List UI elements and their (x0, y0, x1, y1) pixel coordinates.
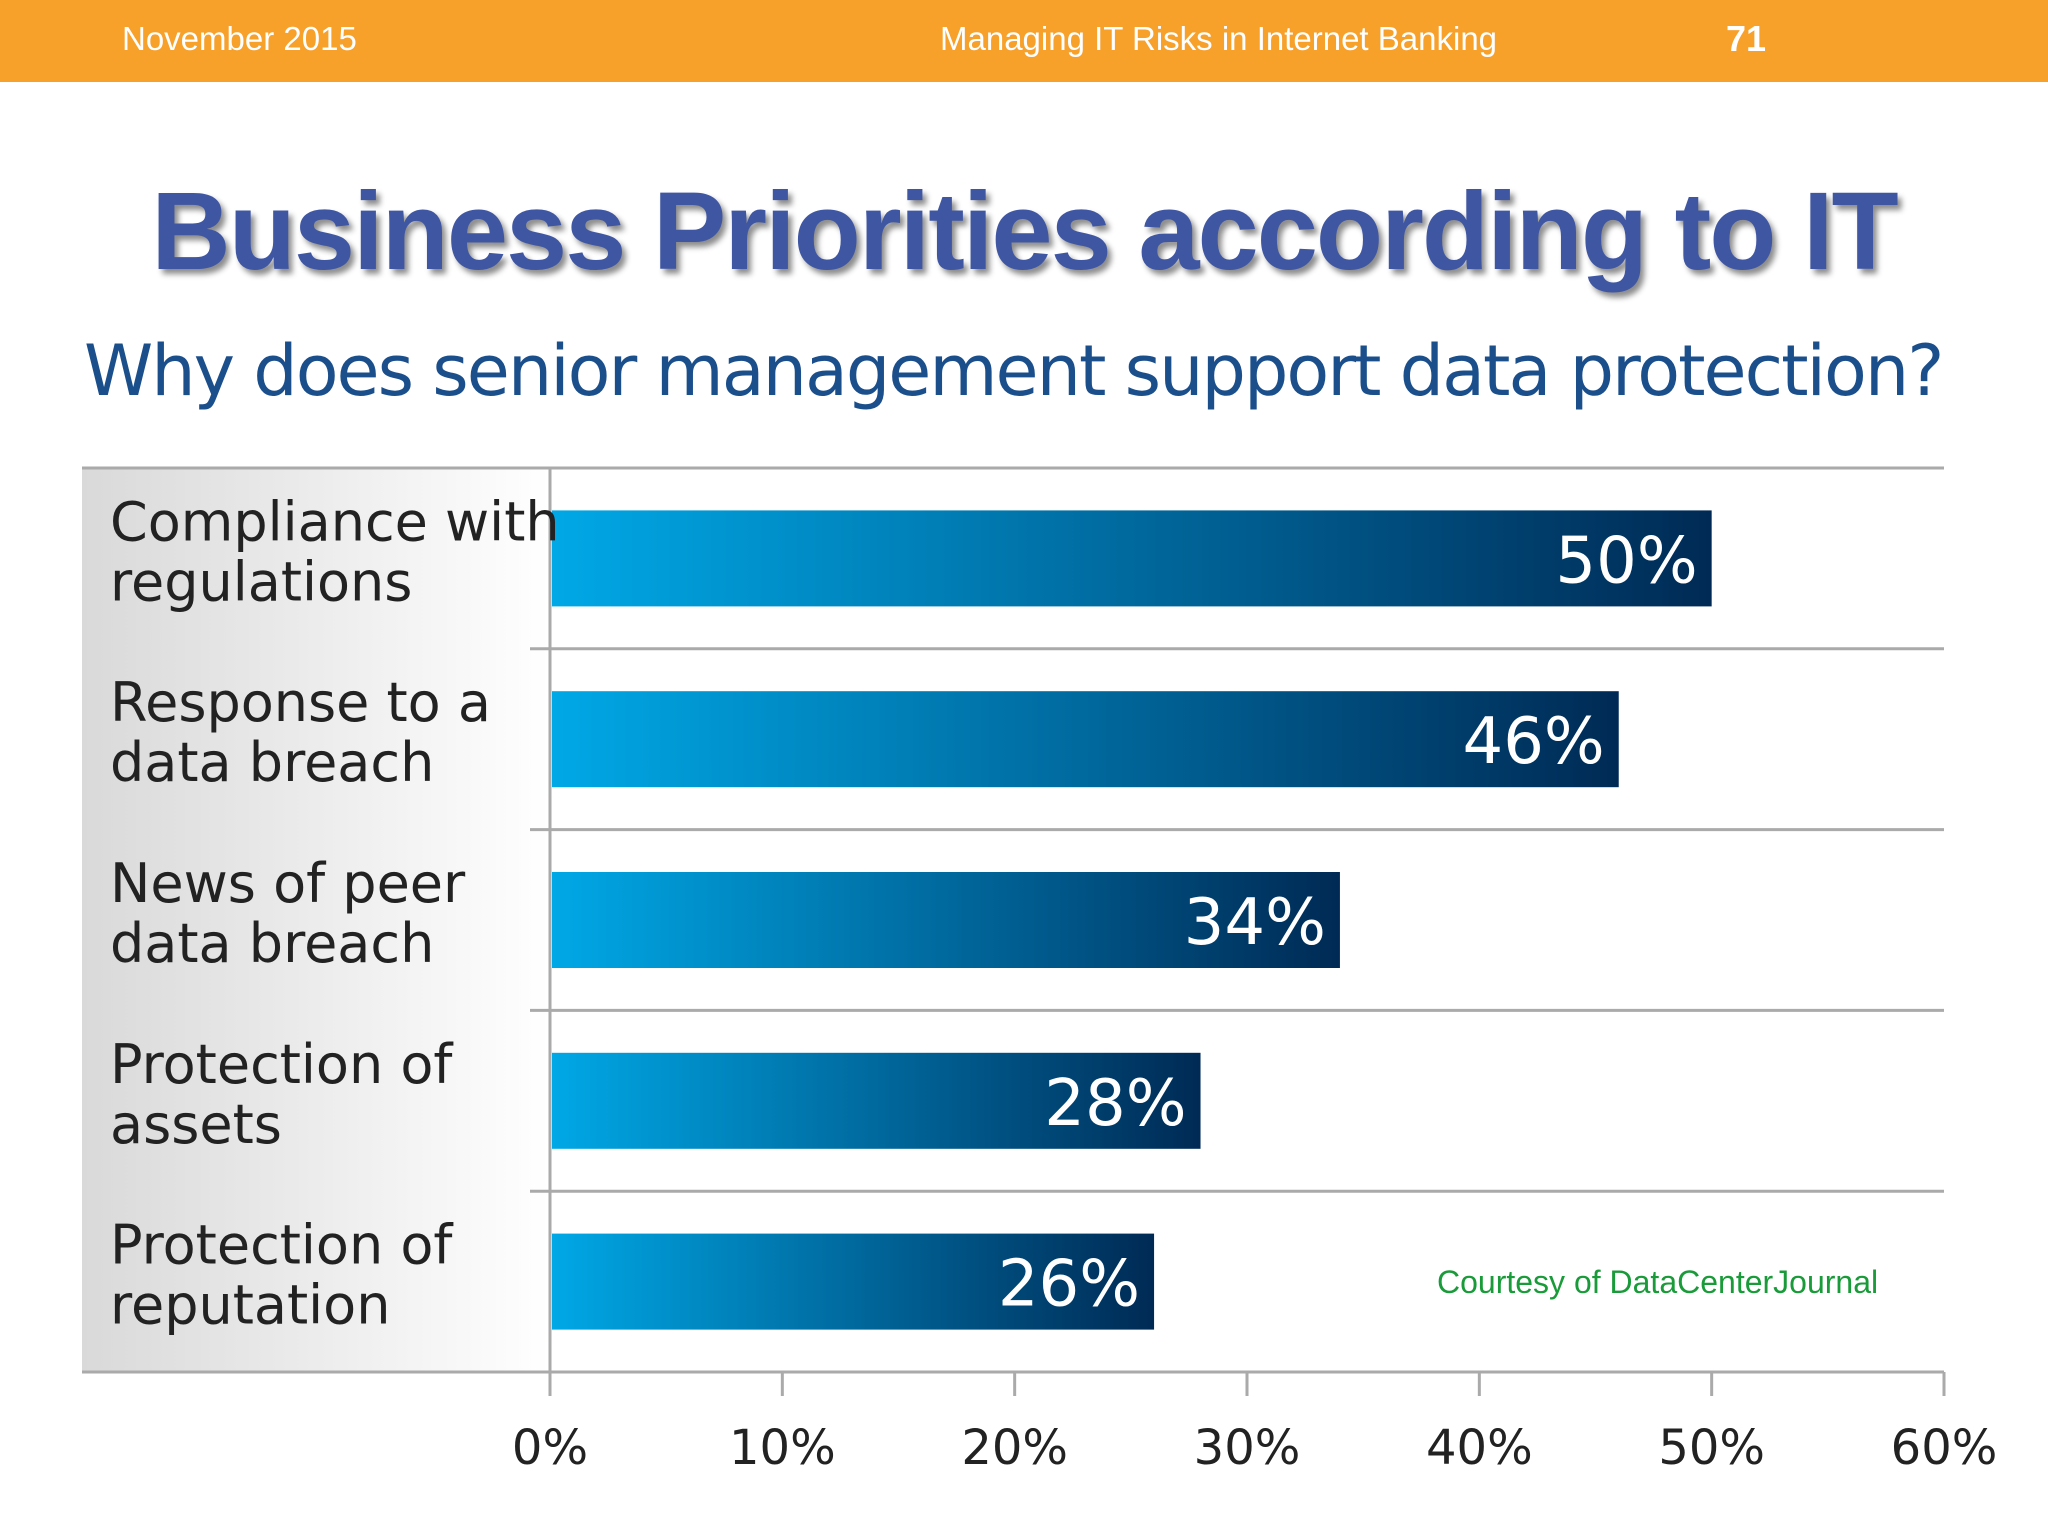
header-date: November 2015 (122, 20, 357, 57)
courtesy-note: Courtesy of DataCenterJournal (1437, 1264, 1879, 1300)
bar-value-label: 34% (1184, 886, 1326, 960)
category-label: data breach (110, 731, 434, 794)
category-panel (82, 468, 550, 1372)
category-label: Protection of (110, 1214, 454, 1277)
chart-title: Why does senior management support data … (84, 330, 1944, 412)
bar (552, 1052, 1201, 1149)
x-tick-label: 30% (1194, 1420, 1301, 1476)
bar (552, 872, 1340, 968)
slide-title: Business Priorities according to IT (151, 170, 1898, 293)
x-tick-label: 0% (512, 1420, 588, 1476)
category-label: Protection of (110, 1033, 454, 1096)
category-label: assets (110, 1093, 282, 1156)
bar-value-label: 50% (1555, 524, 1697, 598)
header-bar (0, 0, 2048, 82)
bar-value-label: 28% (1044, 1067, 1186, 1141)
x-tick-label: 10% (729, 1420, 836, 1476)
category-label: data breach (110, 912, 434, 975)
category-label: Response to a (110, 671, 491, 734)
header-deck-title: Managing IT Risks in Internet Banking (940, 20, 1498, 57)
x-tick-label: 50% (1658, 1420, 1765, 1476)
x-tick-label: 20% (961, 1420, 1068, 1476)
bar (552, 1233, 1155, 1330)
category-label: Compliance with (110, 490, 560, 553)
bar-value-label: 26% (998, 1248, 1140, 1322)
category-label: regulations (110, 550, 412, 613)
bar (552, 691, 1619, 788)
bar (552, 510, 1712, 607)
category-label: News of peer (110, 852, 466, 915)
x-tick-label: 60% (1891, 1420, 1998, 1476)
bar-value-label: 46% (1462, 705, 1604, 779)
page-number: 71 (1726, 18, 1767, 59)
x-tick-label: 40% (1426, 1420, 1533, 1476)
category-label: reputation (110, 1274, 390, 1337)
